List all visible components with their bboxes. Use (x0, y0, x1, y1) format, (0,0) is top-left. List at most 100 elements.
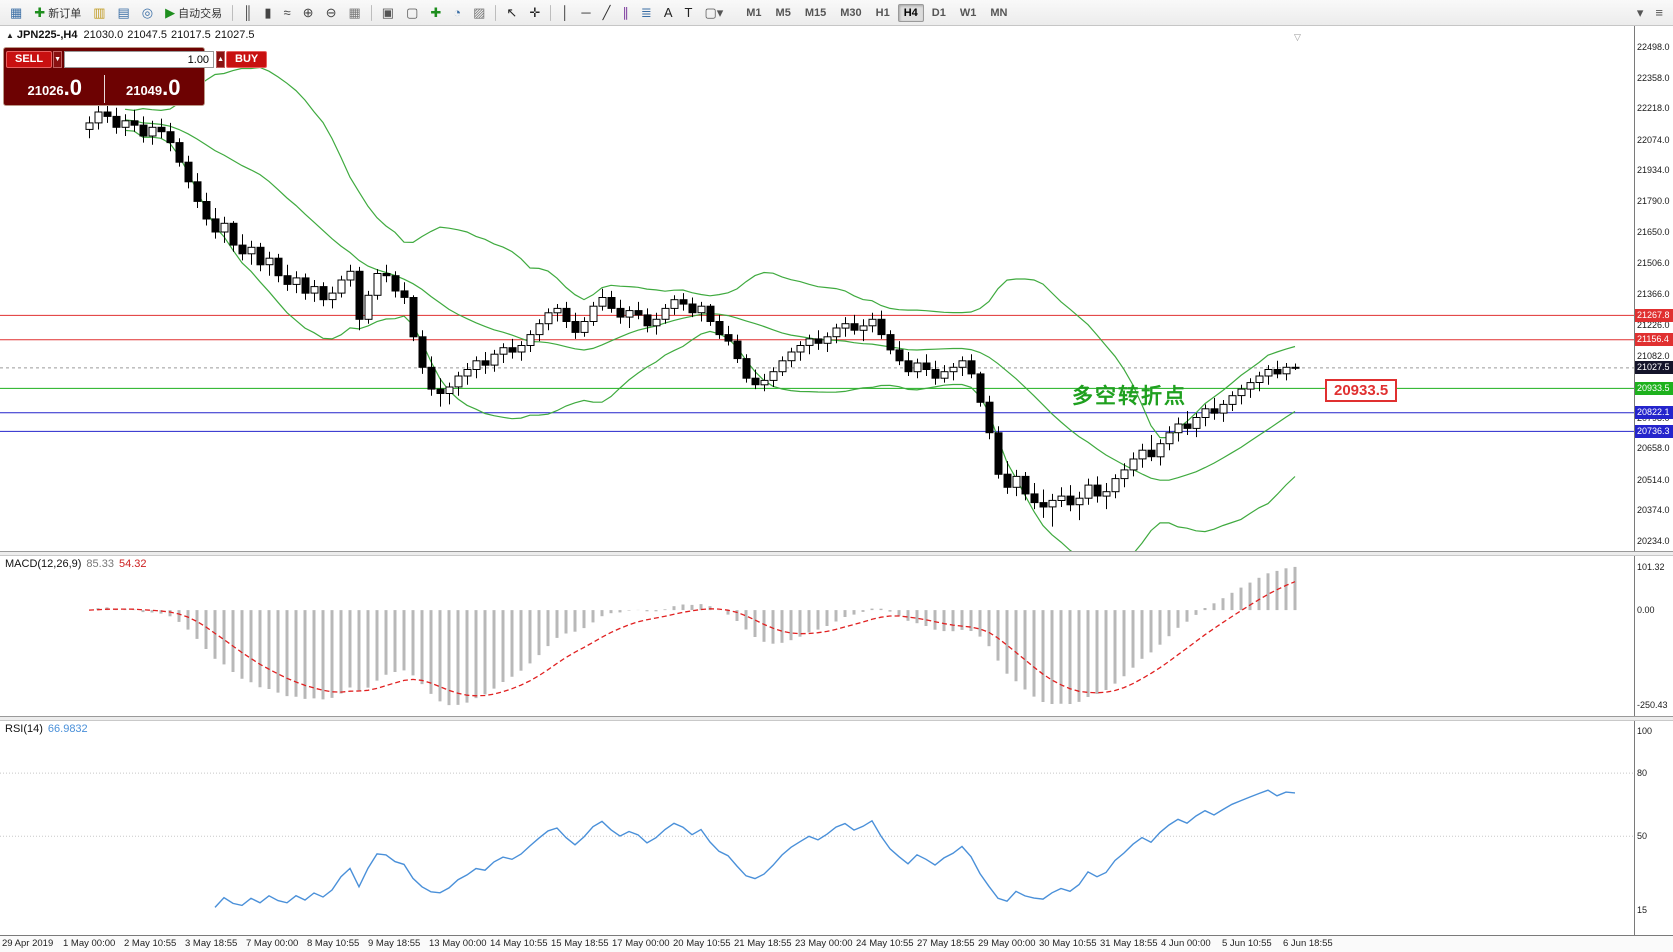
time-tick-label: 29 May 00:00 (978, 938, 1036, 949)
price-tick: 20514.0 (1637, 474, 1670, 485)
time-tick-label: 6 Jun 18:55 (1283, 938, 1333, 949)
buy-price-display[interactable]: 21049.0 (103, 75, 203, 103)
market-watch-icon[interactable]: ▥ (93, 5, 106, 20)
rsi-panel: RSI(14) 66.9832 100 80 50 15 (0, 721, 1673, 935)
autotrading-button[interactable]: ▶ 自动交易 (165, 5, 223, 20)
navigator-icon[interactable]: ◎ (141, 5, 154, 20)
rsi-scale-tick: 100 (1637, 726, 1653, 736)
macd-label: MACD(12,26,9) 85.33 54.32 (5, 558, 147, 570)
zoom-out-icon[interactable]: ⊖ (325, 5, 337, 20)
menu-icon[interactable]: ≡ (1655, 5, 1663, 20)
price-badge: 20933.5 (1635, 381, 1673, 395)
new-chart-icon[interactable]: ▦ (10, 5, 23, 20)
timeframe-w1[interactable]: W1 (959, 6, 977, 19)
price-tick: 21650.0 (1637, 227, 1670, 238)
horizontal-line-icon[interactable]: ─ (581, 5, 591, 20)
macd-panel: MACD(12,26,9) 85.33 54.32 101.32 0.00 -250.4… (0, 556, 1673, 716)
crosshair-icon[interactable]: ✛ (529, 5, 541, 20)
cascade-windows-icon[interactable]: ▢ (406, 5, 419, 20)
timeframe-d1[interactable]: D1 (931, 6, 946, 19)
chart-annotation-text[interactable]: 多空转折点 (1072, 385, 1187, 408)
time-tick-label: 29 Apr 2019 (2, 938, 54, 949)
time-tick-label: 21 May 18:55 (734, 938, 792, 949)
price-axis[interactable]: 22498.0 22358.0 22218.0 22074.0 21934.0 21790… (1634, 26, 1673, 551)
timeframe-m15[interactable]: M15 (804, 6, 827, 19)
one-click-trading-widget: SELL ▼ ▲ BUY 21026.0 21049.0 (3, 47, 268, 106)
buy-button[interactable]: BUY (226, 51, 268, 68)
time-tick-label: 17 May 00:00 (612, 938, 670, 949)
chart-shift-marker[interactable]: ▽ (1294, 32, 1301, 42)
sell-dropdown-button[interactable]: ▼ (53, 51, 63, 68)
price-tick: 21082.0 (1637, 350, 1670, 361)
line-chart-icon[interactable]: ≈ (283, 5, 291, 20)
trendline-icon[interactable]: ╱ (602, 5, 611, 20)
timeframe-m1[interactable]: M1 (746, 6, 762, 19)
templates-icon[interactable]: ▨ (473, 5, 486, 20)
price-tick: 22358.0 (1637, 72, 1670, 83)
price-label-box[interactable]: 20933.5 (1325, 379, 1398, 402)
macd-scale-tick: 101.32 (1637, 561, 1665, 572)
panel-splitter[interactable] (0, 716, 1673, 721)
sell-button[interactable]: SELL (6, 51, 53, 68)
shapes-icon[interactable]: ▢▾ (704, 5, 724, 20)
rsi-axis[interactable]: 100 80 50 15 (1634, 721, 1673, 935)
time-tick-label: 8 May 10:55 (307, 938, 360, 949)
text-label-icon[interactable]: T (684, 5, 693, 20)
price-tick: 20658.0 (1637, 443, 1670, 454)
time-tick-label: 27 May 18:55 (917, 938, 975, 949)
bar-chart-icon[interactable]: ║ (243, 5, 253, 20)
price-badge: 21267.8 (1635, 308, 1673, 322)
price-chart-canvas[interactable] (0, 26, 1635, 551)
tile-windows-icon[interactable]: ▣ (381, 5, 395, 20)
indicators-add-icon[interactable]: ✚ (430, 5, 442, 20)
timeframe-m30[interactable]: M30 (840, 6, 862, 19)
macd-scale-tick: 0.00 (1637, 605, 1655, 616)
time-tick-label: 13 May 00:00 (429, 938, 487, 949)
time-tick-label: 24 May 10:55 (856, 938, 914, 949)
timeframe-mn[interactable]: MN (990, 6, 1008, 19)
new-order-button[interactable]: ✚ 新订单 (34, 5, 82, 20)
time-tick-label: 9 May 18:55 (368, 938, 421, 949)
fibonacci-icon[interactable]: ≣ (640, 5, 652, 20)
timeframe-toolbar: M1 M5 M15 M30 H1 H4 D1 W1 MN (739, 3, 1014, 22)
time-axis[interactable]: 29 Apr 2019 1 May 00:00 2 May 10:55 3 May 1… (0, 935, 1673, 952)
time-tick-label: 23 May 00:00 (795, 938, 853, 949)
chart-marker-icon: ▲ (6, 31, 14, 40)
timeframe-h1[interactable]: H1 (875, 6, 890, 19)
macd-canvas[interactable] (0, 556, 1635, 716)
price-tick: 20374.0 (1637, 505, 1670, 516)
vertical-line-icon[interactable]: │ (561, 5, 570, 20)
price-tick: 21934.0 (1637, 165, 1670, 176)
rsi-canvas[interactable] (0, 721, 1635, 935)
price-tick: 22498.0 (1637, 42, 1670, 52)
price-tick: 20234.0 (1637, 536, 1670, 546)
text-icon[interactable]: A (663, 5, 673, 20)
macd-axis[interactable]: 101.32 0.00 -250.43 (1634, 556, 1673, 716)
rsi-scale-tick: 80 (1637, 768, 1648, 779)
chart-close: 21027.5 (214, 29, 255, 41)
macd-scale-tick: -250.43 (1637, 700, 1668, 711)
volume-increase-button[interactable]: ▲ (216, 51, 225, 68)
data-window-icon[interactable]: ▤ (117, 5, 130, 20)
timeframe-m5[interactable]: M5 (775, 6, 791, 19)
volume-input[interactable] (64, 51, 215, 68)
periods-icon[interactable]: ◔ (453, 5, 462, 20)
price-tick: 22074.0 (1637, 134, 1670, 145)
chevron-down-icon[interactable]: ▾ (1636, 5, 1644, 20)
chart-ohlc-info: ▲ JPN225-,H4 21030.0 21047.5 21017.5 21027.5 (6, 29, 259, 41)
grid-icon[interactable]: ▦ (348, 5, 361, 20)
price-tick: 21506.0 (1637, 258, 1670, 269)
candlestick-chart-icon[interactable]: ▮ (264, 5, 272, 20)
rsi-label: RSI(14) 66.9832 (5, 723, 88, 735)
sell-price-display[interactable]: 21026.0 (27, 75, 82, 100)
timeframe-h4[interactable]: H4 (897, 3, 924, 22)
panel-splitter[interactable] (0, 551, 1673, 556)
rsi-scale-tick: 50 (1637, 831, 1648, 842)
cursor-icon[interactable]: ↖ (506, 5, 518, 20)
price-tick: 22218.0 (1637, 103, 1670, 114)
price-tick: 21366.0 (1637, 289, 1670, 299)
price-badge: 20736.3 (1635, 424, 1673, 438)
zoom-in-icon[interactable]: ⊕ (302, 5, 314, 20)
channel-icon[interactable]: ∥ (622, 5, 629, 20)
chart-open: 21030.0 (83, 29, 124, 41)
